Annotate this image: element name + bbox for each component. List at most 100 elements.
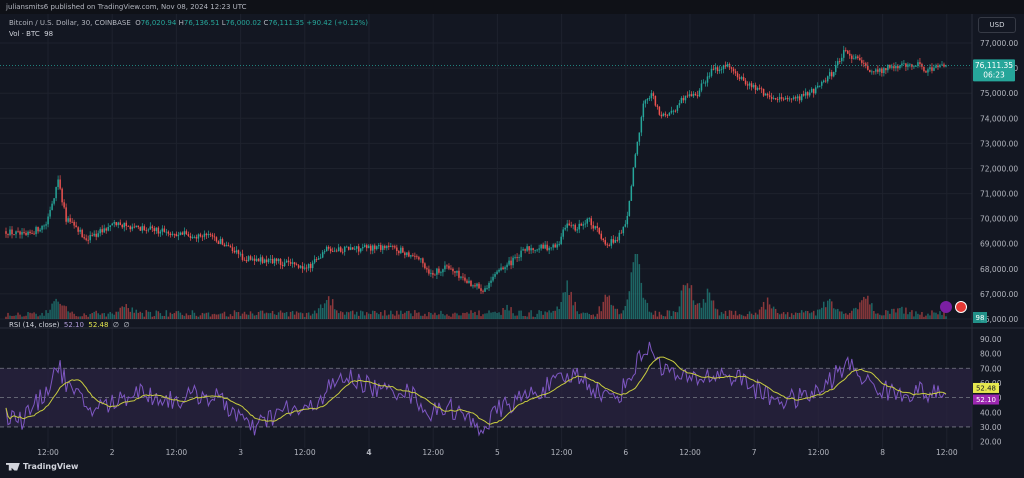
volume-bar [265, 312, 268, 319]
volume-bar [616, 308, 619, 319]
volume-label[interactable]: Vol · BTC [9, 30, 40, 38]
volume-bar [698, 302, 701, 319]
brand-name: TradingView [23, 462, 79, 471]
flag-icon[interactable] [955, 301, 967, 313]
lightning-icon[interactable] [940, 301, 952, 313]
volume-bar [718, 315, 721, 319]
volume-bar [556, 306, 558, 319]
candle-body [714, 67, 717, 70]
candle-body [879, 68, 881, 72]
candle-body [774, 98, 777, 100]
volume-bar [500, 314, 502, 319]
candle-body [462, 276, 464, 278]
volume-bar [927, 313, 929, 319]
volume-bar [169, 312, 172, 319]
volume-bar [594, 316, 597, 319]
candle-body [891, 66, 893, 68]
volume-bar [612, 305, 615, 319]
candle-body [91, 234, 93, 236]
volume-bar [664, 316, 667, 319]
candle-body [255, 258, 258, 261]
candle-body [847, 50, 849, 54]
candle-body [111, 223, 113, 226]
volume-bar [564, 292, 566, 319]
volume-bar [307, 312, 310, 319]
volume-bar [782, 312, 785, 319]
volume-bar [764, 309, 767, 319]
hide-icon[interactable]: ∅ [112, 321, 120, 329]
volume-bar [384, 310, 386, 319]
candle-body [542, 244, 544, 249]
candle-body [183, 231, 186, 235]
volume-bar [25, 315, 27, 319]
volume-bar [7, 312, 9, 319]
volume-bar [223, 311, 226, 319]
candle-body [776, 99, 779, 101]
candle-body [215, 237, 218, 242]
volume-bar [77, 316, 79, 319]
close-label: C [263, 19, 269, 27]
volume-bar [738, 314, 741, 319]
candle-body [213, 236, 216, 238]
candle-body [869, 69, 871, 73]
candle-body [885, 68, 887, 71]
volume-bar [103, 313, 105, 319]
candle-body [85, 238, 87, 240]
candle-body [464, 277, 466, 281]
chart-canvas[interactable]: 77,000.0076,000.0075,000.0074,000.0073,0… [0, 14, 1024, 459]
candle-body [614, 240, 617, 243]
volume-bar [271, 310, 274, 319]
volume-bar [185, 313, 188, 319]
volume-bar [744, 316, 747, 319]
candle-body [624, 224, 627, 227]
rsi-label[interactable]: RSI (14, close) [9, 321, 60, 329]
settings-icon[interactable]: ∅ [123, 321, 130, 329]
candle-body [325, 246, 328, 252]
candle-body [616, 240, 619, 241]
price-tick-label: 75,000.00 [980, 89, 1018, 98]
volume-bar [883, 315, 885, 319]
volume-bar [217, 314, 220, 319]
candle-body [55, 187, 57, 199]
volume-bar [474, 311, 476, 319]
volume-legend: Vol · BTC 98 [9, 30, 53, 38]
volume-bar [5, 316, 7, 319]
volume-bar [919, 314, 921, 319]
candle-body [414, 255, 416, 257]
candle-body [674, 110, 677, 112]
price-tick-label: 70,000.00 [980, 215, 1018, 224]
tradingview-logo[interactable]: TradingView [6, 462, 78, 471]
volume-bar [466, 312, 468, 319]
volume-bar [818, 309, 821, 319]
candle-body [185, 231, 188, 235]
volume-bar [167, 316, 170, 319]
candle-body [841, 57, 843, 62]
volume-bar [538, 310, 540, 319]
candle-body [187, 234, 190, 236]
volume-bar [680, 290, 683, 319]
volume-bar [905, 307, 907, 319]
volume-bar [159, 313, 162, 319]
volume-bar [107, 313, 109, 319]
volume-bar [855, 307, 857, 319]
currency-button[interactable]: USD [978, 17, 1016, 33]
candle-body [281, 264, 284, 266]
candle-body [454, 271, 456, 273]
volume-bar [121, 306, 123, 319]
volume-bar [670, 316, 673, 319]
volume-bar [788, 316, 791, 319]
candle-body [716, 67, 719, 72]
candle-body [117, 222, 119, 226]
candle-body [466, 280, 468, 283]
candle-body [638, 132, 641, 142]
candle-body [824, 80, 827, 82]
symbol-name[interactable]: Bitcoin / U.S. Dollar, 30, COINBASE [9, 19, 131, 27]
candle-body [271, 258, 274, 264]
volume-bar [879, 314, 881, 319]
candle-body [939, 65, 941, 68]
candle-body [592, 225, 594, 229]
volume-bar [293, 314, 296, 319]
candle-body [845, 50, 847, 51]
volume-bar [666, 310, 669, 319]
volume-bar [95, 310, 97, 319]
